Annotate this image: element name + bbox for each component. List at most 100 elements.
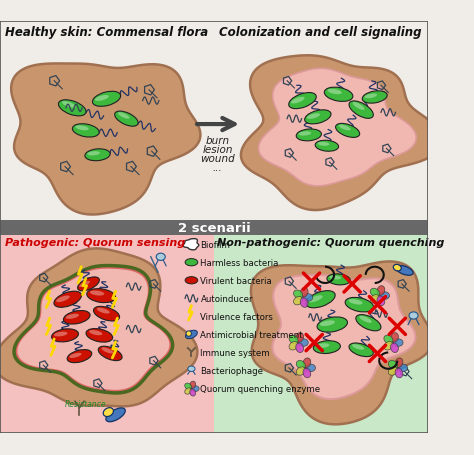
Ellipse shape (296, 333, 303, 343)
Ellipse shape (296, 343, 303, 353)
Ellipse shape (92, 92, 120, 107)
Ellipse shape (296, 130, 321, 142)
Ellipse shape (95, 96, 109, 101)
Ellipse shape (185, 330, 197, 339)
Ellipse shape (118, 113, 129, 120)
Bar (214, 235, 428, 433)
Bar (0, 235, 214, 433)
Ellipse shape (398, 364, 408, 372)
Text: Biofilm: Biofilm (201, 240, 230, 249)
Text: Harmless bacteria: Harmless bacteria (201, 258, 279, 267)
Text: Virulence factors: Virulence factors (201, 312, 273, 321)
Ellipse shape (345, 298, 374, 312)
Ellipse shape (85, 150, 110, 162)
Ellipse shape (293, 297, 302, 305)
Ellipse shape (79, 281, 90, 287)
Ellipse shape (66, 314, 79, 319)
Ellipse shape (384, 335, 393, 344)
Ellipse shape (328, 90, 342, 95)
Ellipse shape (409, 312, 418, 319)
Ellipse shape (64, 311, 90, 324)
Ellipse shape (320, 321, 335, 326)
Ellipse shape (303, 369, 311, 378)
Ellipse shape (352, 344, 364, 350)
Text: Pathogenic: Quorum sensing: Pathogenic: Quorum sensing (5, 238, 186, 248)
Ellipse shape (62, 102, 76, 108)
Ellipse shape (349, 101, 374, 119)
Ellipse shape (356, 315, 381, 331)
Ellipse shape (300, 288, 308, 298)
Ellipse shape (185, 259, 198, 266)
Ellipse shape (56, 296, 70, 303)
Ellipse shape (329, 276, 341, 280)
Text: Immune system: Immune system (201, 348, 270, 357)
Ellipse shape (307, 114, 320, 120)
Ellipse shape (97, 308, 110, 314)
Ellipse shape (300, 298, 308, 308)
Ellipse shape (93, 307, 119, 321)
Ellipse shape (365, 94, 377, 99)
Text: Colonization and cell signaling: Colonization and cell signaling (219, 25, 421, 39)
Ellipse shape (377, 296, 385, 306)
Ellipse shape (69, 353, 82, 358)
Ellipse shape (185, 277, 198, 284)
Polygon shape (16, 268, 171, 391)
Ellipse shape (156, 253, 165, 261)
Ellipse shape (296, 367, 305, 375)
Ellipse shape (186, 331, 191, 337)
Ellipse shape (86, 329, 113, 343)
Ellipse shape (73, 125, 99, 138)
Ellipse shape (318, 142, 329, 147)
Text: Healthy skin: Commensal flora: Healthy skin: Commensal flora (5, 25, 209, 39)
Ellipse shape (313, 341, 340, 354)
Ellipse shape (393, 265, 401, 271)
Polygon shape (258, 69, 416, 187)
Text: Bacteriophage: Bacteriophage (201, 366, 264, 375)
Polygon shape (273, 275, 416, 399)
Ellipse shape (391, 343, 398, 353)
Polygon shape (183, 239, 199, 250)
Ellipse shape (370, 295, 379, 303)
Ellipse shape (58, 101, 86, 116)
Ellipse shape (78, 277, 100, 291)
Ellipse shape (348, 299, 363, 305)
Ellipse shape (67, 350, 92, 363)
Ellipse shape (349, 343, 374, 357)
Ellipse shape (306, 291, 335, 308)
Ellipse shape (54, 292, 82, 308)
Ellipse shape (101, 348, 113, 354)
Ellipse shape (306, 364, 316, 372)
Ellipse shape (336, 124, 360, 138)
Ellipse shape (299, 132, 311, 136)
Ellipse shape (315, 141, 338, 152)
Ellipse shape (289, 335, 298, 344)
Bar (0, 22, 428, 235)
Ellipse shape (291, 98, 305, 104)
Ellipse shape (115, 112, 138, 127)
Ellipse shape (391, 333, 398, 343)
Ellipse shape (293, 290, 302, 299)
Ellipse shape (89, 330, 102, 335)
Ellipse shape (303, 294, 313, 302)
Ellipse shape (98, 346, 122, 361)
Ellipse shape (289, 93, 316, 109)
Polygon shape (251, 262, 432, 425)
Text: Resistance: Resistance (65, 399, 107, 408)
Ellipse shape (384, 342, 393, 350)
Ellipse shape (393, 339, 403, 347)
Ellipse shape (185, 388, 191, 394)
Text: wound: wound (200, 154, 235, 164)
Ellipse shape (106, 408, 125, 422)
Ellipse shape (353, 103, 365, 111)
Ellipse shape (327, 274, 350, 285)
Ellipse shape (388, 367, 397, 375)
Ellipse shape (396, 266, 413, 276)
Ellipse shape (308, 296, 323, 303)
Ellipse shape (305, 111, 331, 125)
Ellipse shape (317, 317, 347, 333)
Ellipse shape (324, 88, 353, 102)
Text: lesion: lesion (202, 145, 233, 155)
Text: Antimicrobial treatment: Antimicrobial treatment (201, 330, 303, 339)
Text: ...: ... (213, 162, 222, 172)
Ellipse shape (303, 358, 311, 368)
